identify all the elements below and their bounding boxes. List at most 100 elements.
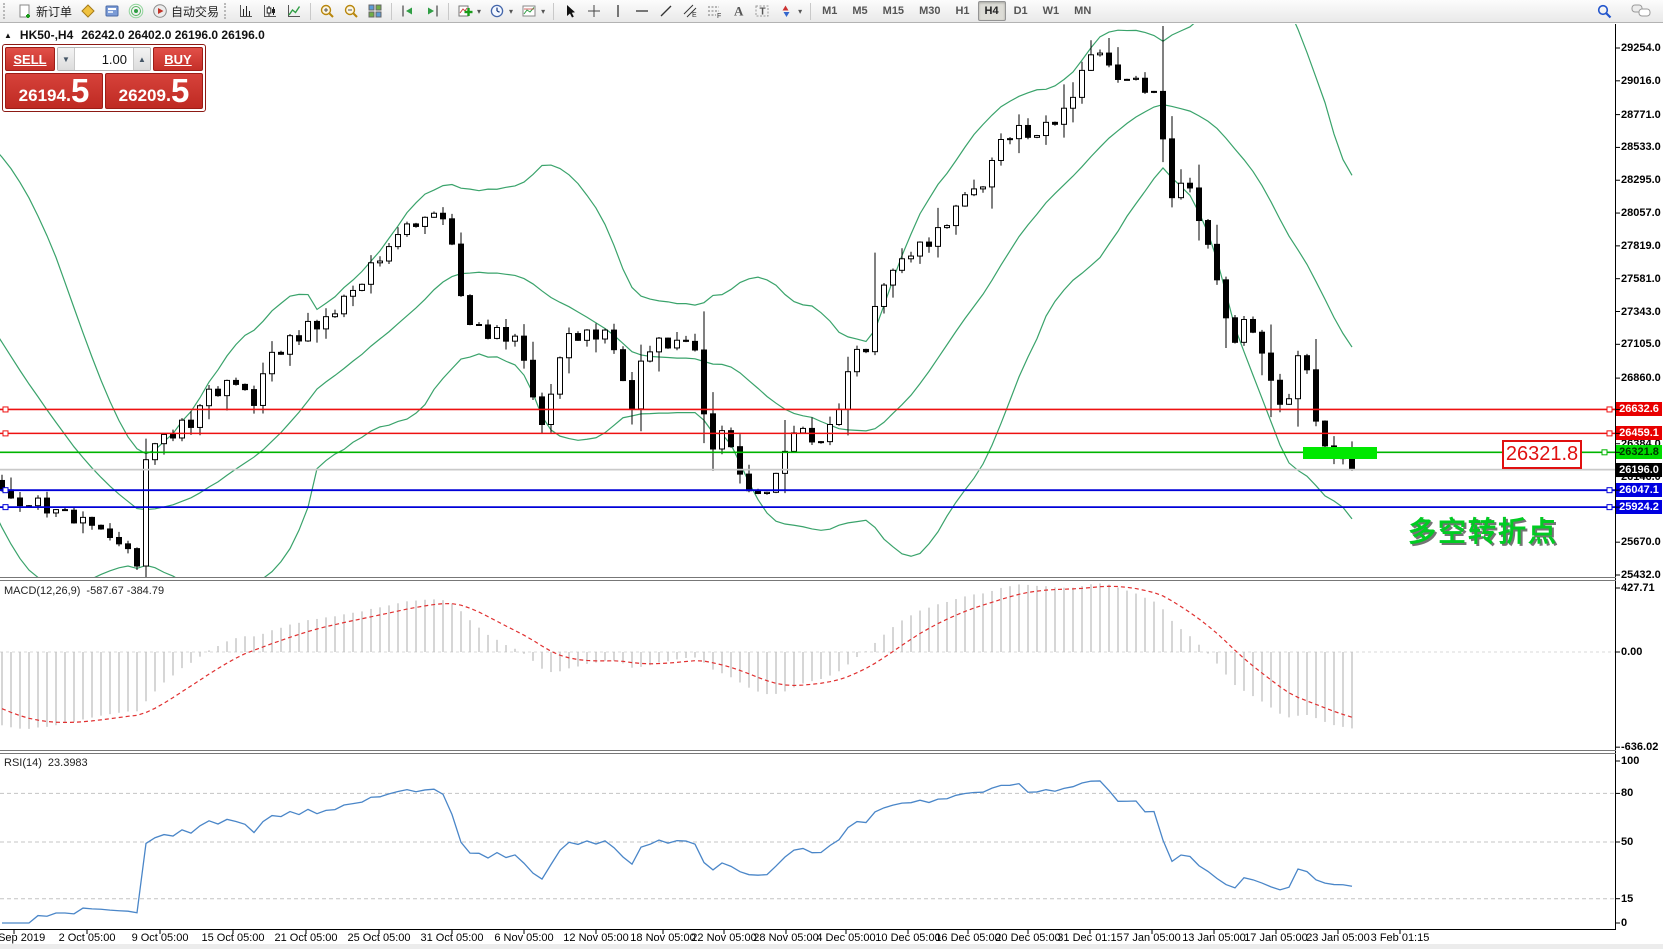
time-axis-label: 25 Sep 2019 [0,932,46,944]
data-window-button[interactable] [100,1,124,21]
timeframe-h4[interactable]: H4 [977,1,1006,21]
time-axis-label: 23 Jan 05:00 [1306,932,1370,944]
price-axis-tick: 27581.0 [1621,272,1661,285]
timeframe-d1[interactable]: D1 [1007,1,1035,21]
periods-icon [490,4,504,18]
vertical-line-tool-button[interactable] [606,1,630,21]
timeframe-m1[interactable]: M1 [815,1,844,21]
chat-button[interactable] [1627,1,1655,21]
crosshair-icon [588,5,601,17]
volume-input[interactable]: 1.00 [101,51,127,67]
toolbar-grip[interactable] [224,3,231,19]
time-axis-label: 20 Dec 05:00 [995,932,1061,944]
macd-panel [0,583,1615,729]
trendline-tool-button[interactable] [654,1,678,21]
timeframe-m5[interactable]: M5 [845,1,874,21]
auto-scroll-icon [428,5,438,17]
find-symbol-button[interactable] [1592,1,1617,22]
timeframe-m15[interactable]: M15 [876,1,911,21]
zoom-in-button[interactable] [315,1,339,21]
new-order-button[interactable]: 新订单 [13,1,76,22]
auto-scroll-button[interactable] [420,1,444,21]
main-chart-panel [0,24,1615,577]
symbol-header[interactable]: ▲ HK50-,H4 26242.0 26402.0 26196.0 26196… [4,28,265,42]
symbol-ohlc: 26242.0 26402.0 26196.0 26196.0 [81,28,265,42]
time-axis-label: 31 Oct 05:00 [420,932,484,944]
rsi-axis-tick: 15 [1621,892,1634,905]
label-tool-button[interactable]: T [750,1,774,21]
volume-increase-button[interactable]: ▲ [133,48,150,70]
rsi-name: RSI(14) [4,757,42,769]
tile-windows-button[interactable] [363,1,387,21]
fibonacci-tool-button[interactable]: F [702,1,726,21]
time-axis-label: 10 Dec 05:00 [875,932,941,944]
rsi-value: 23.3983 [47,757,88,769]
time-axis-label: 6 Nov 05:00 [494,932,554,944]
autotrading-icon [153,4,167,18]
timeframe-w1[interactable]: W1 [1036,1,1067,21]
line-chart-mode-button[interactable] [282,1,306,21]
arrows-tool-button[interactable]: ▾ [774,1,806,21]
search-icon [1597,4,1612,18]
rsi-axis-tick: 80 [1621,787,1634,800]
indicators-button[interactable]: ▾ [453,1,485,21]
price-axis-tick: 25432.0 [1621,569,1661,581]
timeframe-mn[interactable]: MN [1067,1,1098,21]
price-tag-26632.6: 26632.6 [1616,402,1662,417]
cursor-icon [567,5,576,18]
sell-price[interactable]: 26194. 5 [5,73,103,109]
templates-button[interactable]: ▾ [517,1,549,21]
timeframe-h1[interactable]: H1 [948,1,976,21]
toolbar-grip[interactable] [3,3,10,19]
fibonacci-icon: F [708,6,721,19]
periods-button[interactable]: ▾ [485,1,517,21]
chevron-down-icon: ▾ [477,6,482,16]
autotrading-button[interactable]: 自动交易 [148,1,223,22]
price-tag-26196.0: 26196.0 [1616,462,1662,477]
timeframe-m30[interactable]: M30 [912,1,947,21]
signals-icon [128,3,144,19]
channel-icon: E [683,4,697,19]
buy-price-dot: . [165,85,171,105]
buy-price-main: 26209 [118,86,166,105]
horizontal-line-tool-button[interactable] [630,1,654,21]
rsi-axis-tick: 50 [1621,836,1634,848]
sell-price-main: 26194 [18,86,66,105]
rsi-panel [0,780,1615,924]
turning-point-annotation[interactable]: 多空转折点 [1408,516,1559,547]
svg-text:E: E [692,12,697,19]
sell-price-dot: . [65,85,71,105]
sell-button[interactable]: SELL [5,47,55,71]
svg-text:T: T [760,7,766,18]
bar-chart-mode-button[interactable] [234,1,258,21]
sell-price-big-digit: 5 [70,72,90,109]
cursor-tool-button[interactable] [558,1,582,21]
market-watch-icon [81,4,95,18]
zoom-out-button[interactable] [339,1,363,21]
collapse-arrow-icon[interactable]: ▲ [4,30,12,40]
time-axis-label: 18 Nov 05:00 [630,932,696,944]
svg-text:A: A [734,4,744,19]
templates-icon [522,5,536,17]
text-tool-button[interactable]: A [726,1,750,21]
data-window-icon [105,5,119,17]
time-axis-label: 17 Jan 05:00 [1244,932,1308,944]
candlestick-mode-button[interactable] [258,1,282,21]
price-axis-tick: 25670.0 [1621,536,1661,549]
buy-price[interactable]: 26209. 5 [105,73,203,109]
crosshair-tool-button[interactable] [582,1,606,21]
indicators-icon [458,5,473,17]
symbol-name: HK50-,H4 [19,28,74,42]
price-axis-tick: 29016.0 [1621,74,1661,87]
price-annotation-box[interactable]: 26321.8 [1502,440,1582,469]
price-axis-tick: 27819.0 [1621,239,1661,252]
time-axis-label: 25 Oct 05:00 [347,932,411,944]
buy-button[interactable]: BUY [153,47,203,71]
volume-decrease-button[interactable]: ▼ [58,48,75,70]
market-watch-button[interactable] [76,1,100,21]
channel-tool-button[interactable]: E [678,1,702,21]
chart-shift-button[interactable] [396,1,420,21]
signals-button[interactable] [124,1,148,21]
price-tag-26047.1: 26047.1 [1616,483,1662,498]
